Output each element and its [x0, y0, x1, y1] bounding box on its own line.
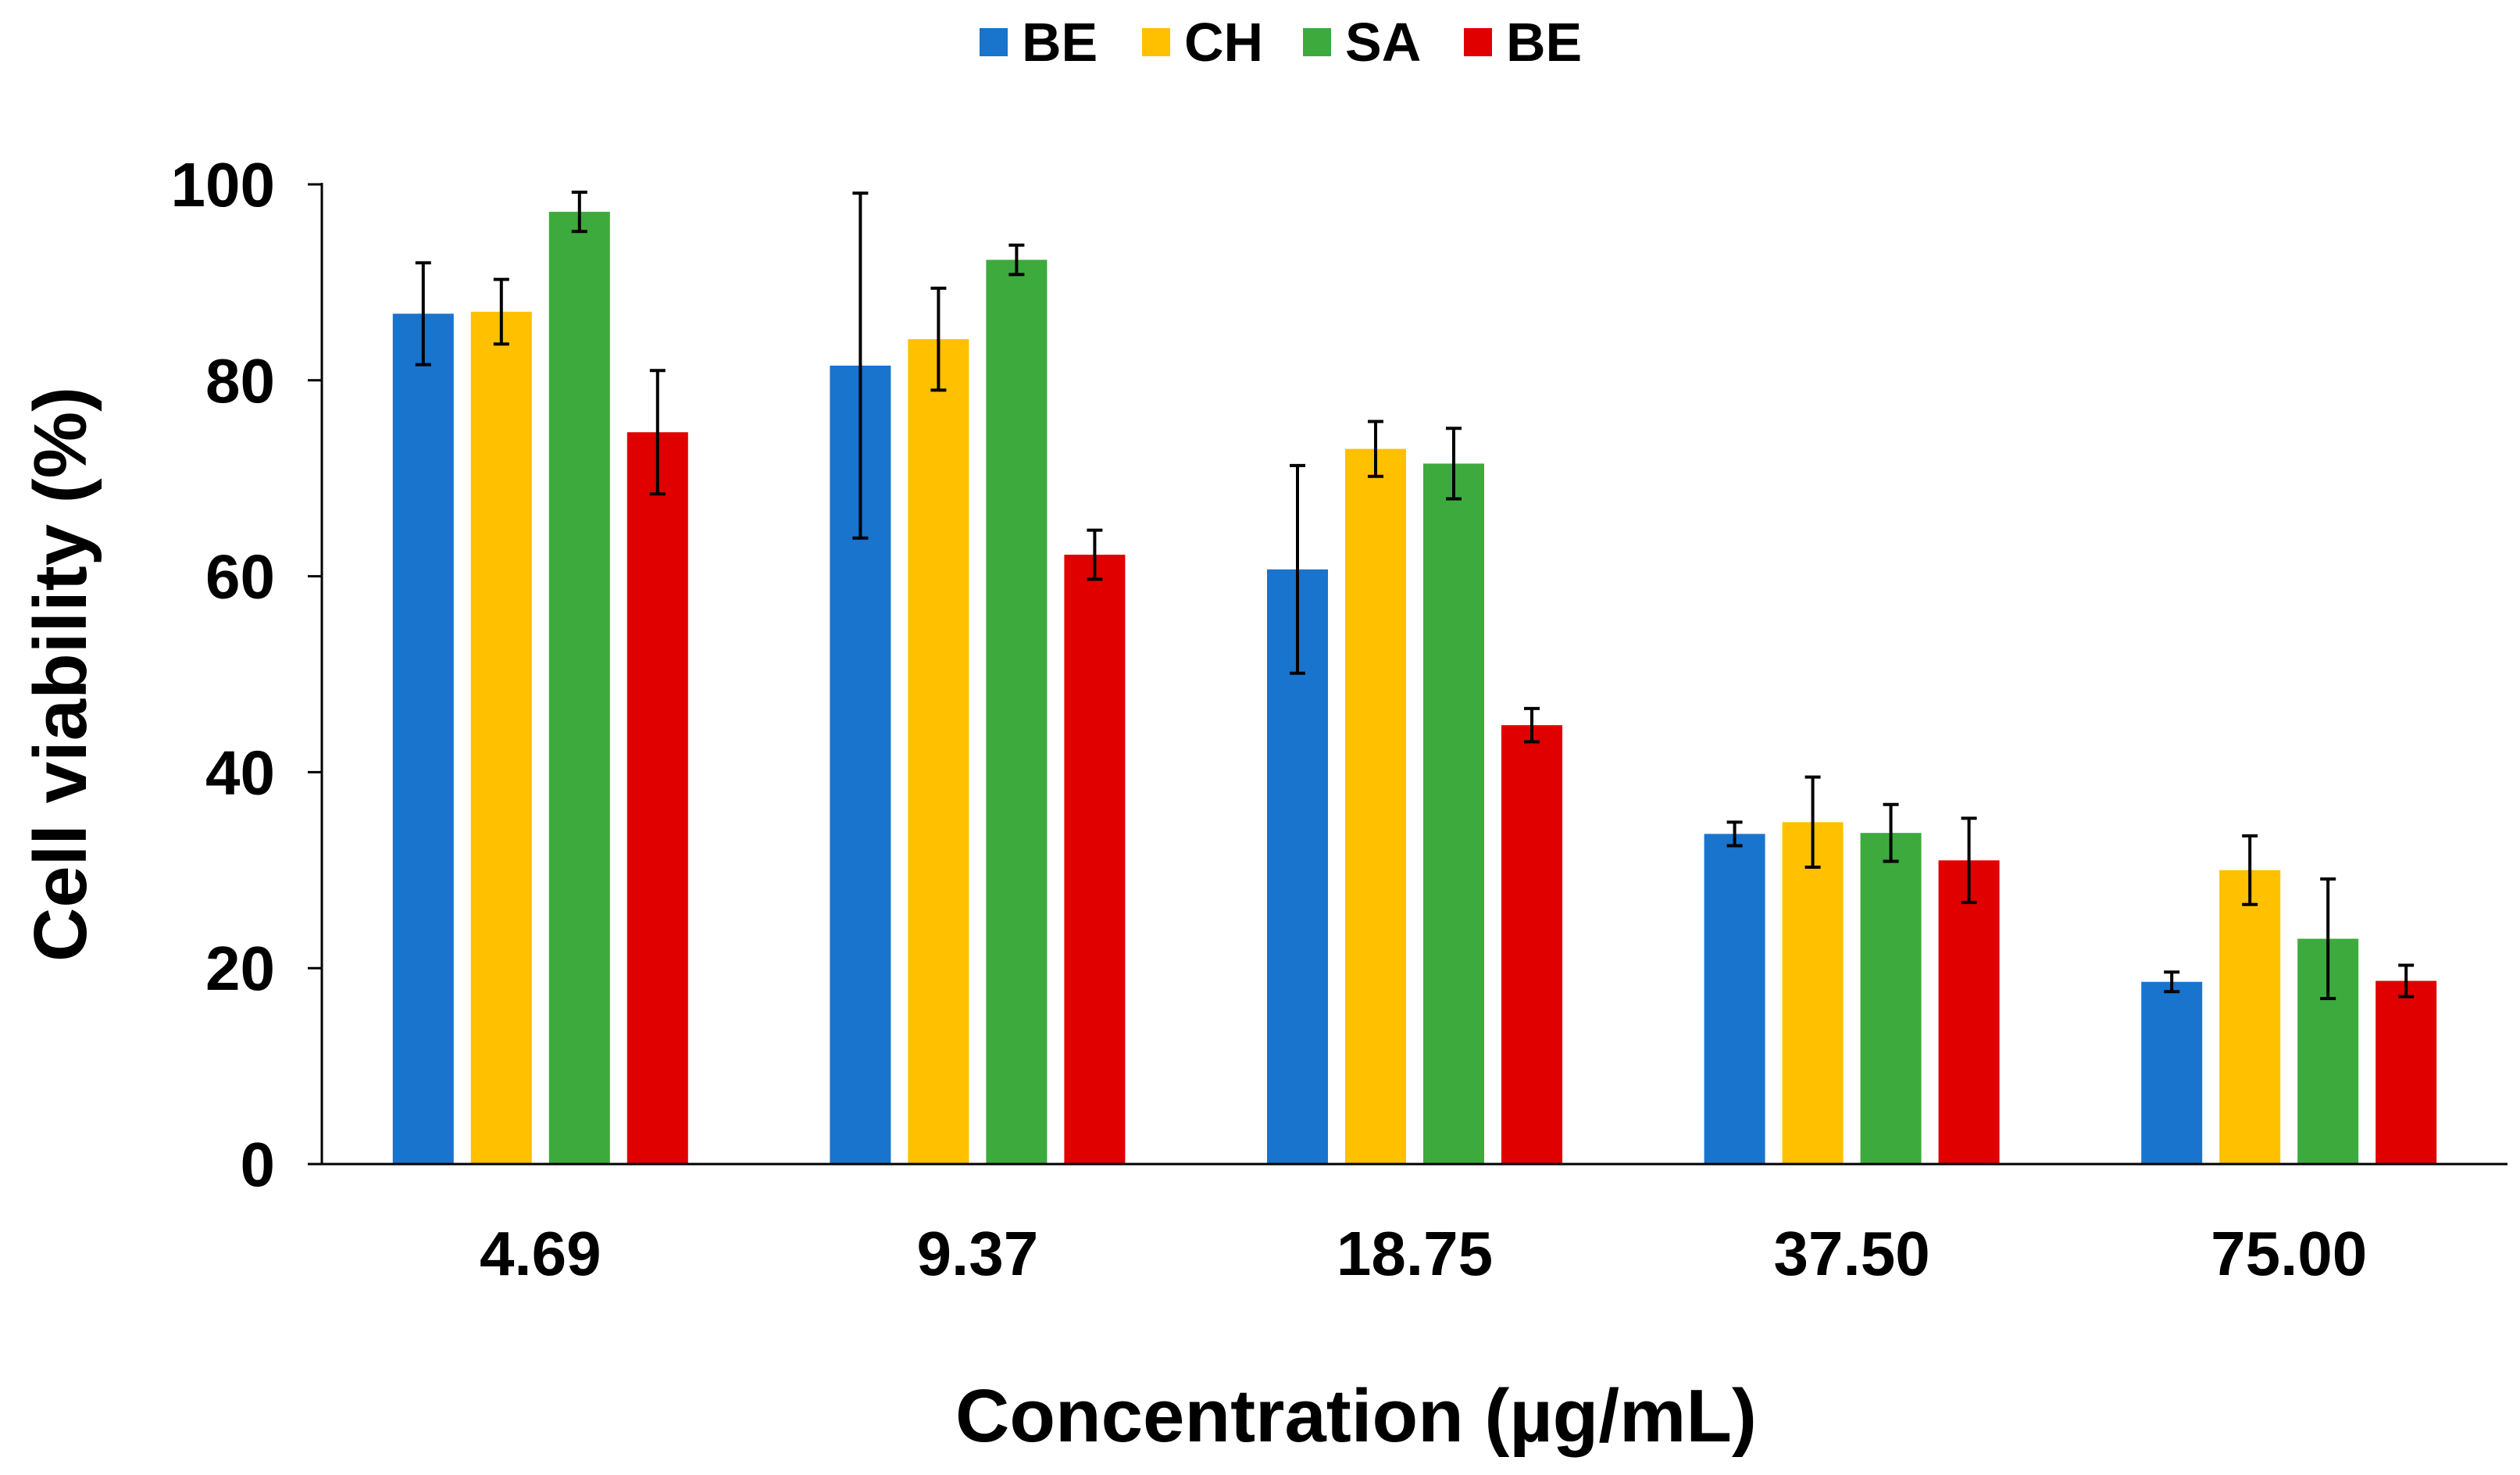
x-tick-label: 4.69	[480, 1219, 601, 1288]
axes-layer: 0 20 40 60 80 100 4.69 9.37 18.75 37.50 75.00	[171, 150, 2508, 1288]
error-bar	[1446, 427, 1462, 501]
error-bar	[2320, 877, 2336, 1001]
error-bar	[1290, 463, 1305, 675]
error-bar	[493, 277, 509, 346]
error-bar	[1524, 706, 1540, 744]
legend-swatch	[1142, 28, 1170, 56]
legend-swatch	[1303, 28, 1331, 56]
error-bar	[571, 191, 587, 234]
error-bar	[2164, 970, 2180, 994]
bars-layer	[392, 212, 2437, 1165]
legend: BE CH SA BE	[980, 12, 1582, 73]
error-bar	[1087, 528, 1103, 581]
error-bars-layer	[415, 191, 2415, 1001]
bar-be-1-37.50	[1704, 834, 1765, 1164]
x-tick-label: 37.50	[1773, 1219, 1929, 1288]
bar-be-4-4.69	[626, 432, 688, 1164]
bar-be-4-9.37	[1064, 555, 1126, 1164]
legend-swatch	[980, 28, 1008, 56]
legend-label: CH	[1184, 12, 1263, 73]
bar-ch-2-75.00	[2219, 870, 2281, 1164]
y-tick-label: 80	[205, 346, 275, 416]
bar-be-4-18.75	[1501, 725, 1562, 1164]
y-tick-label: 0	[241, 1130, 276, 1199]
y-tick-label: 60	[205, 542, 275, 612]
bar-sa-3-37.50	[1860, 833, 1922, 1164]
legend-item: SA	[1303, 12, 1421, 73]
legend-label: BE	[1506, 12, 1582, 73]
y-tick-label: 20	[205, 934, 275, 1003]
error-bar	[2398, 963, 2415, 998]
x-axis-title: Concentration (µg/mL)	[955, 1374, 1757, 1458]
bar-ch-2-4.69	[470, 312, 532, 1164]
bar-sa-3-4.69	[548, 212, 610, 1164]
bar-be-4-75.00	[2375, 980, 2437, 1164]
error-bar	[1726, 820, 1743, 848]
legend-swatch	[1464, 28, 1492, 56]
bar-ch-2-18.75	[1345, 448, 1406, 1164]
error-bar	[649, 369, 666, 496]
y-tick-label: 40	[205, 738, 275, 807]
legend-item: BE	[980, 12, 1098, 73]
legend-item: CH	[1142, 12, 1263, 73]
error-bar	[1961, 816, 1977, 905]
y-tick-label: 100	[171, 150, 275, 220]
x-tick-label: 75.00	[2211, 1219, 2367, 1288]
bar-ch-2-37.50	[1782, 822, 1844, 1164]
error-bar	[1804, 775, 1821, 870]
error-bar	[415, 261, 431, 366]
y-axis-title: Cell viability (%)	[19, 387, 102, 962]
bar-sa-3-9.37	[986, 259, 1048, 1165]
x-tick-label: 18.75	[1337, 1219, 1493, 1288]
error-bar	[930, 286, 947, 392]
bar-be-4-37.50	[1938, 860, 2000, 1164]
error-bar	[852, 191, 869, 540]
bar-be-1-75.00	[2141, 981, 2203, 1164]
legend-label: BE	[1022, 12, 1098, 73]
error-bar	[2242, 834, 2258, 906]
bar-be-1-4.69	[392, 313, 454, 1164]
legend-label: SA	[1345, 12, 1421, 73]
error-bar	[1883, 802, 1899, 863]
x-tick-label: 9.37	[917, 1219, 1039, 1288]
error-bar	[1368, 420, 1383, 478]
bar-ch-2-9.37	[908, 339, 969, 1165]
error-bar	[1008, 243, 1025, 277]
bar-sa-3-18.75	[1423, 463, 1484, 1164]
legend-item: BE	[1464, 12, 1582, 73]
